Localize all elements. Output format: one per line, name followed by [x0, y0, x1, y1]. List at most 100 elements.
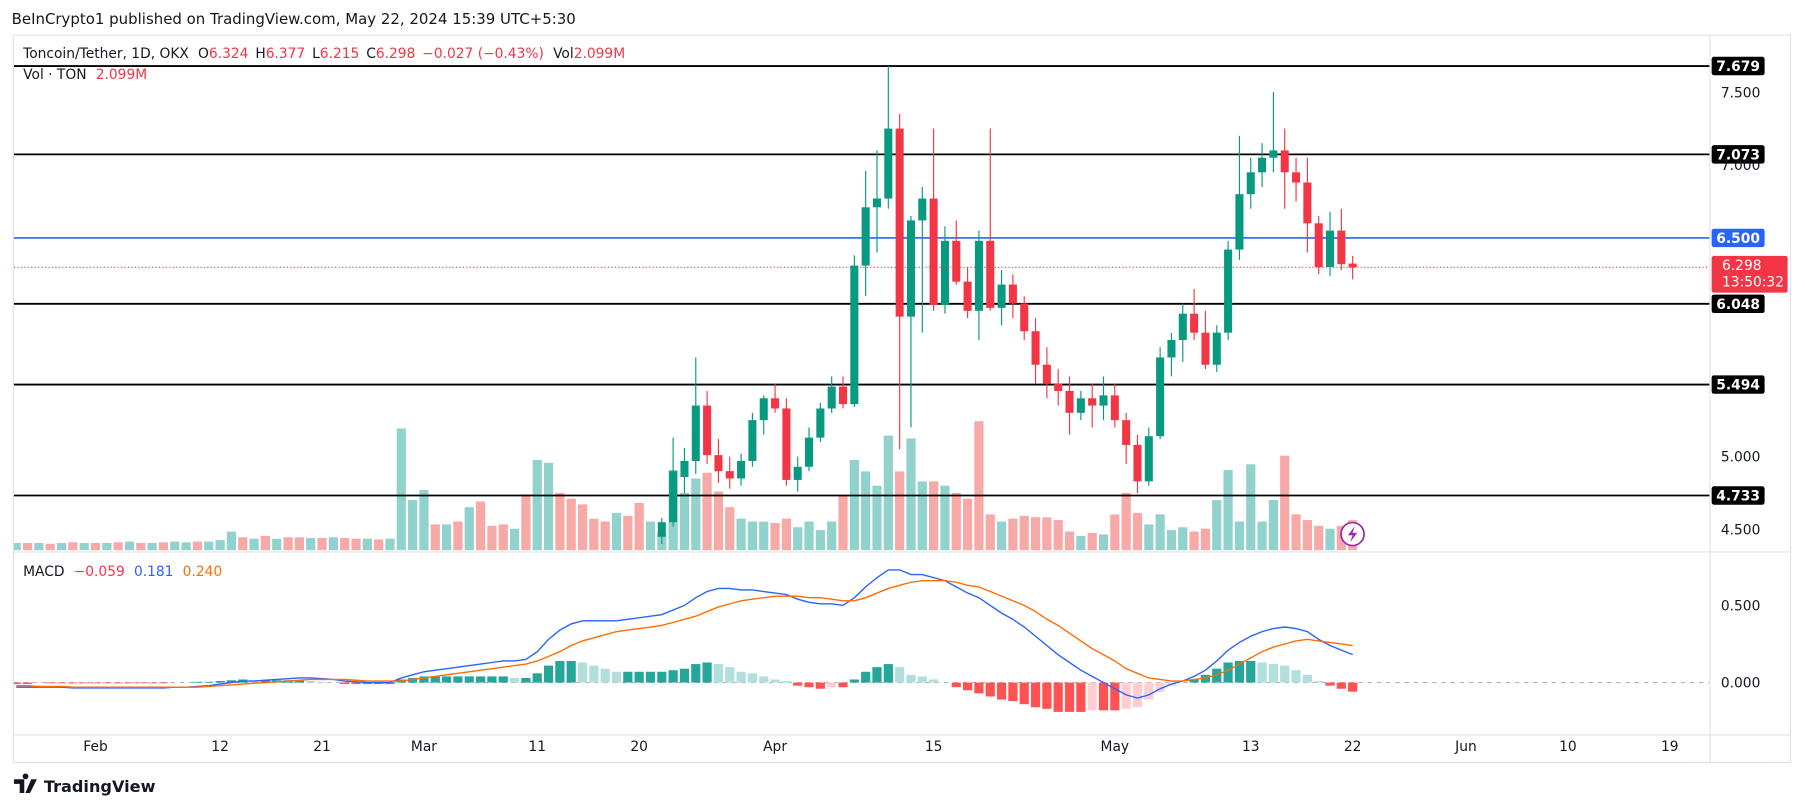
macd-histogram-bar [464, 676, 474, 683]
volume-bar [453, 521, 463, 551]
volume-bar [600, 521, 610, 551]
volume-bar [781, 518, 791, 551]
volume-bar [827, 521, 837, 551]
candle-body [691, 405, 700, 461]
macd-histogram-bar [827, 682, 837, 688]
candle-body [1156, 357, 1165, 437]
candle-body [1065, 390, 1074, 413]
volume-bar [13, 543, 21, 551]
x-tick-label: 15 [925, 739, 943, 755]
volume-bar [906, 438, 916, 551]
volume-bar [56, 543, 67, 551]
macd-histogram-bar [1042, 682, 1052, 709]
candle-body [782, 408, 791, 480]
brand: TradingView [44, 777, 156, 796]
volume-bar [645, 521, 656, 551]
candle-body [1190, 313, 1199, 333]
candle-body [725, 471, 734, 479]
level-label-box [1711, 228, 1765, 248]
candle-body [952, 240, 961, 282]
candle-body [963, 281, 972, 311]
volume-bar [464, 507, 474, 551]
macd-line [16, 569, 1353, 699]
volume-bar [861, 471, 871, 551]
macd-histogram-bar [691, 664, 701, 683]
candle-body [1178, 313, 1187, 340]
candle-body [1235, 194, 1244, 250]
volume-bar [951, 492, 961, 551]
volume-value: 2.099M [574, 46, 625, 62]
candle-body [1348, 263, 1357, 268]
macd-histogram-bar [498, 676, 508, 683]
macd-histogram-bar [747, 673, 758, 683]
candle-body [1258, 157, 1267, 173]
candle-body [1314, 223, 1323, 268]
volume-bar [1166, 530, 1177, 551]
volume-bar [770, 522, 780, 551]
macd-histogram-bar [815, 682, 825, 689]
level-label: 6.048 [1716, 297, 1760, 313]
change: −0.027 (−0.43%) [422, 46, 544, 62]
macd-histogram-bar [136, 682, 146, 684]
x-tick-label: 19 [1661, 739, 1679, 755]
volume-bar [996, 521, 1007, 551]
macd-histogram-bar [306, 681, 316, 683]
macd-histogram-bar [294, 680, 304, 683]
signal-line [16, 580, 1353, 688]
candle-body [861, 207, 870, 266]
macd-histogram-bar [475, 676, 486, 683]
macd-histogram-bar [68, 682, 78, 684]
macd-histogram-bar [1121, 682, 1131, 709]
candle-body [816, 408, 825, 438]
candle-body [669, 471, 678, 523]
macd-histogram-bar [623, 671, 633, 683]
x-tick-label: May [1101, 739, 1130, 755]
hist-value: −0.059 [74, 564, 125, 580]
macd-histogram-bar [215, 681, 225, 683]
ohlc-letter: C [366, 46, 376, 62]
macd-histogram-bar [668, 670, 678, 683]
macd-histogram-bar [566, 660, 576, 683]
volume-bar [543, 462, 554, 551]
volume-bar [249, 538, 259, 551]
volume-bar [158, 542, 169, 551]
macd-histogram-bar [340, 682, 350, 685]
macd-histogram-bar [1098, 682, 1109, 711]
volume-bar [1200, 528, 1211, 551]
candle-body [1303, 182, 1312, 224]
macd-histogram-bar [45, 682, 55, 684]
macd-histogram-bar [113, 682, 123, 684]
macd-histogram-bar [1246, 660, 1256, 683]
volume-bar [1087, 532, 1097, 551]
candle-body [1076, 398, 1085, 413]
candle-body [872, 198, 882, 208]
macd-histogram-bar [849, 679, 859, 683]
signal-value: 0.240 [183, 564, 223, 580]
macd-histogram-bar [1189, 679, 1199, 683]
volume-bar [374, 539, 384, 551]
volume-bar [283, 537, 293, 551]
macd-histogram-bar [725, 667, 735, 683]
x-tick-label: 10 [1559, 739, 1577, 755]
macd-histogram-bar [1257, 662, 1267, 683]
candle-body [838, 386, 848, 405]
macd-histogram-bar [996, 682, 1007, 700]
volume-bar [34, 543, 44, 551]
volume-bar [68, 542, 78, 551]
macd-tick-label: 0.500 [1721, 599, 1761, 615]
candle-body [771, 398, 780, 409]
level-label-box [1711, 145, 1765, 164]
volume-bar [385, 538, 395, 551]
macd-histogram-bar [1110, 682, 1120, 711]
volume-bar [1223, 469, 1233, 551]
volume-bar [170, 541, 180, 551]
level-label: 7.679 [1716, 59, 1760, 75]
volume-bar [985, 514, 995, 551]
last-price-box [1711, 255, 1788, 293]
candle-body [997, 284, 1006, 308]
macd-histogram-bar [430, 676, 440, 683]
x-tick-label: 20 [630, 739, 648, 755]
volume-bar [634, 502, 644, 551]
byline: BeInCrypto1 published on TradingView.com… [12, 10, 576, 28]
volume-bar [1144, 524, 1154, 551]
